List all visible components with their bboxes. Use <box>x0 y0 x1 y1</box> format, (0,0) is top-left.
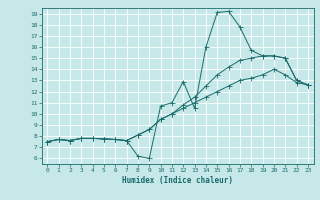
X-axis label: Humidex (Indice chaleur): Humidex (Indice chaleur) <box>122 176 233 185</box>
